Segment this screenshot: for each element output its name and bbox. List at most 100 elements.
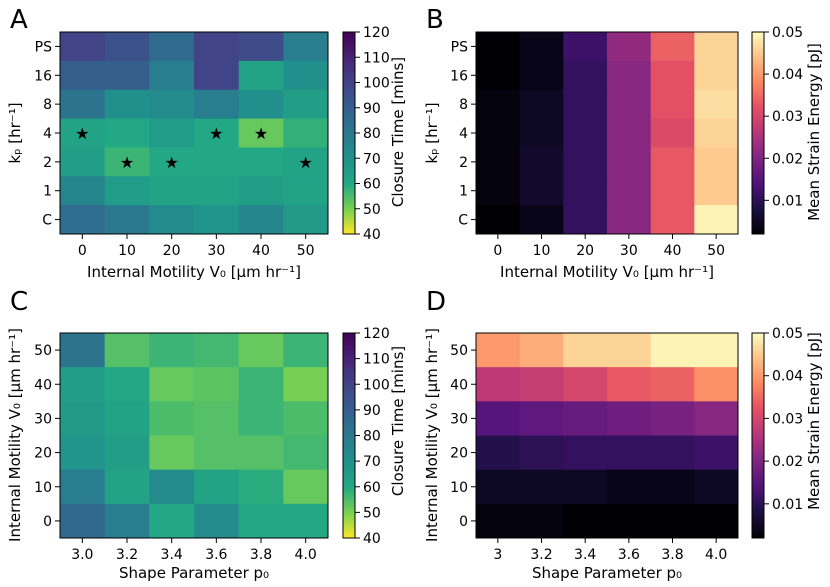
panel-b-cell-r1-c1 xyxy=(519,60,564,91)
cb-d-tick-label: 0.01 xyxy=(772,497,803,513)
panel-b-ytick-label: 8 xyxy=(459,97,468,113)
panel-c-cell-r3-c2 xyxy=(149,435,195,471)
cb-b-tick-label: 0.02 xyxy=(772,151,803,167)
panel-b-cell-r0-c1 xyxy=(519,32,564,62)
panel-d-cell-r0-c5 xyxy=(694,333,739,368)
panel-c-cell-r4-c3 xyxy=(194,469,240,505)
panel-d-cell-r4-c5 xyxy=(694,469,739,505)
panel-a-cell-r6-c3 xyxy=(194,205,240,235)
panel-d-cell-r5-c4 xyxy=(650,503,695,539)
panel-c-cell-r1-c0 xyxy=(60,367,106,402)
panel-d-ylabel: Internal Motility V₀ [μm hr⁻¹] xyxy=(423,328,441,542)
panel-b-xtick-label: 40 xyxy=(664,243,682,259)
cb-a-tick-label: 60 xyxy=(363,177,381,193)
panel-c-xlabel: Shape Parameter p₀ xyxy=(119,564,269,582)
panel-a-ytick-label: 2 xyxy=(43,155,52,171)
panel-c-cell-r4-c1 xyxy=(104,469,150,505)
panel-c-cell-r1-c5 xyxy=(283,367,329,402)
panel-c-cell-r0-c2 xyxy=(149,333,195,368)
panel-d-ytick-label: 10 xyxy=(450,480,468,496)
panel-letter-b: B xyxy=(426,5,444,35)
panel-c-cell-r4-c0 xyxy=(60,469,106,505)
panel-a-xlabel: Internal Motility V₀ [μm hr⁻¹] xyxy=(87,263,301,281)
panel-c-cell-r3-c0 xyxy=(60,435,106,471)
panel-a-ytick-label: 16 xyxy=(34,68,52,84)
panel-a-cell-r1-c3 xyxy=(194,60,240,91)
panel-c-cell-r3-c5 xyxy=(283,435,329,471)
panel-a-cell-r4-c0 xyxy=(60,147,106,177)
panel-a-cell-r5-c5 xyxy=(283,176,329,206)
panel-letter-a: A xyxy=(10,5,28,35)
panel-d-cell-r1-c0 xyxy=(476,367,521,402)
panel-a-star-marker: ★ xyxy=(298,153,312,172)
panel-c-cell-r1-c1 xyxy=(104,367,150,402)
cb-b-tick-label: 0.01 xyxy=(772,193,803,209)
panel-b-cell-r4-c5 xyxy=(694,147,739,177)
colorbar-d: 0.01 0.02 0.03 0.04 0.05 xyxy=(751,326,803,539)
panel-d-cell-r0-c1 xyxy=(519,333,564,368)
panel-a-cell-r3-c5 xyxy=(283,118,329,148)
panel-d-frame xyxy=(475,332,739,539)
cb-c-tick-label: 60 xyxy=(363,480,381,496)
panel-b-cell-r0-c2 xyxy=(563,32,608,62)
panel-a-cell-r6-c5 xyxy=(283,205,329,235)
panel-a-cell-r3-c1 xyxy=(104,118,150,148)
panel-b-cell-r5-c1 xyxy=(519,176,564,206)
panel-d-cell-r3-c5 xyxy=(694,435,739,471)
panel-c-ytick-label: 40 xyxy=(34,377,52,393)
cb-b-tick-label: 0.03 xyxy=(772,109,803,125)
panel-a-ytick-label: 8 xyxy=(43,97,52,113)
panel-d-cell-r2-c3 xyxy=(607,401,652,436)
panel-a-star-marker: ★ xyxy=(120,153,134,172)
panel-b-ytick-label: 2 xyxy=(459,155,468,171)
panel-a-star-marker: ★ xyxy=(75,124,89,143)
cb-a-tick-label: 120 xyxy=(363,25,390,41)
panel-b-cell-r2-c4 xyxy=(650,89,695,120)
panel-c-cell-r5-c4 xyxy=(238,503,284,539)
panel-b-cell-r3-c4 xyxy=(650,118,695,148)
cb-a-tick-label: 40 xyxy=(363,227,381,243)
panel-c-cell-r3-c1 xyxy=(104,435,150,471)
panel-b-cell-r0-c4 xyxy=(650,32,695,62)
panel-a-cell-r3-c0 xyxy=(60,118,106,148)
panel-a-xtick-label: 0 xyxy=(78,243,87,259)
panel-c-cell-r5-c2 xyxy=(149,503,195,539)
panel-d-cell-r3-c1 xyxy=(519,435,564,471)
panel-a-star-marker: ★ xyxy=(209,124,223,143)
panel-a-cell-r5-c4 xyxy=(238,176,284,206)
panel-c-ytick-label: 50 xyxy=(34,343,52,359)
cb-c-tick-label: 50 xyxy=(363,505,381,521)
panel-a-cell-r3-c4 xyxy=(238,118,284,148)
panel-d-cell-r5-c0 xyxy=(476,503,521,539)
panel-b-cell-r4-c0 xyxy=(476,147,521,177)
cb-b-tick-label: 0.05 xyxy=(772,25,803,41)
panel-a-cell-r2-c4 xyxy=(238,89,284,120)
panel-a-cell-r4-c1 xyxy=(104,147,150,177)
panel-a-cell-r5-c0 xyxy=(60,176,106,206)
panel-b-cell-r0-c0 xyxy=(476,32,521,62)
panel-b-cell-r5-c3 xyxy=(607,176,652,206)
panel-b-cell-r6-c1 xyxy=(519,205,564,235)
panel-d-xtick-label: 3.6 xyxy=(618,547,640,563)
cb-a-tick-label: 80 xyxy=(363,126,381,142)
cb-a-tick-label: 100 xyxy=(363,76,390,92)
colorbar-b: 0.01 0.02 0.03 0.04 0.05 xyxy=(751,25,803,235)
panel-c-ytick-label: 0 xyxy=(43,514,52,530)
cb-c-tick-label: 100 xyxy=(363,377,390,393)
cb-d-bar xyxy=(751,332,765,539)
panel-b-xtick-label: 50 xyxy=(707,243,725,259)
panel-c-cell-r0-c0 xyxy=(60,333,106,368)
panel-d-xtick-label: 3.2 xyxy=(530,547,552,563)
panel-b-cell-r3-c2 xyxy=(563,118,608,148)
panel-c-cell-r2-c1 xyxy=(104,401,150,436)
panel-b-ylabel: kₚ [hr⁻¹] xyxy=(423,102,441,163)
panel-c-xtick-label: 4.0 xyxy=(295,547,317,563)
colorbar-c: 40 50 60 70 80 90 100 110 120 xyxy=(342,326,390,547)
panel-b-cell-r3-c0 xyxy=(476,118,521,148)
panel-c-cell-r4-c4 xyxy=(238,469,284,505)
panel-d-xtick-label: 3.4 xyxy=(574,547,596,563)
panel-c-cell-r0-c1 xyxy=(104,333,150,368)
panel-b-cell-r3-c1 xyxy=(519,118,564,148)
panel-b-cell-r5-c4 xyxy=(650,176,695,206)
panel-b-ytick-label: PS xyxy=(451,39,468,55)
